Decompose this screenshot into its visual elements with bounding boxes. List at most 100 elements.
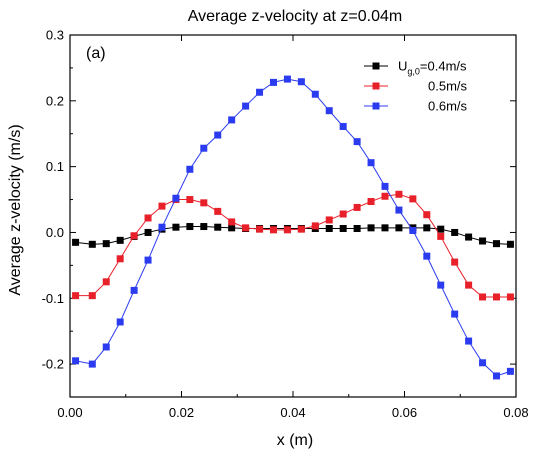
data-point [506, 367, 514, 375]
data-point [158, 223, 166, 231]
data-point [381, 192, 389, 200]
x-axis-label: x (m) [277, 432, 313, 449]
legend-label: Ug,0=0.4m/s [398, 59, 467, 77]
data-point [214, 207, 222, 215]
data-point [409, 195, 417, 203]
data-point [367, 159, 375, 167]
data-point [339, 225, 347, 233]
data-point [102, 278, 110, 286]
y-axis-label: Average z-velocity (m/s) [7, 124, 24, 295]
data-point [144, 228, 152, 236]
data-point [465, 281, 473, 289]
legend-label: 0.6m/s [428, 99, 468, 114]
data-point [88, 360, 96, 368]
data-point [479, 237, 487, 245]
data-point [242, 102, 250, 110]
x-tick-label: 0.08 [503, 405, 528, 420]
data-point [465, 337, 473, 345]
legend-label: 0.5m/s [428, 79, 468, 94]
data-point [228, 116, 236, 124]
y-tick-label: 0.3 [46, 28, 64, 43]
data-point [367, 198, 375, 206]
plot-area: 0.00 0.02 0.04 0.06 0.08 -0.2 -0.1 0.0 0.1 0.2 0.3… [42, 28, 529, 421]
data-point [200, 223, 208, 231]
data-point [297, 78, 305, 86]
data-point [88, 292, 96, 300]
data-point [353, 203, 361, 211]
data-point [311, 222, 319, 230]
data-point [172, 194, 180, 202]
data-point [381, 224, 389, 232]
y-tick-label: 0.0 [46, 225, 64, 240]
data-point [492, 240, 500, 248]
data-point [269, 226, 277, 234]
data-point [479, 293, 487, 301]
data-point [395, 190, 403, 198]
data-point [311, 90, 319, 98]
chart-title: Average z-velocity at z=0.04m [188, 8, 402, 25]
data-point [130, 232, 138, 240]
data-point [158, 202, 166, 210]
data-point [200, 199, 208, 207]
data-point [228, 218, 236, 226]
data-point [409, 226, 417, 234]
legend-marker [372, 62, 380, 70]
y-tick-label: 0.2 [46, 93, 64, 108]
data-point [116, 236, 124, 244]
x-tick-label: 0.02 [169, 405, 194, 420]
data-point [506, 293, 514, 301]
data-point [437, 225, 445, 233]
data-point [256, 225, 264, 233]
data-point [325, 225, 333, 233]
data-point [451, 258, 459, 266]
data-point [283, 75, 291, 83]
data-point [172, 223, 180, 231]
data-point [116, 318, 124, 326]
data-point [283, 226, 291, 234]
y-tick-label: -0.2 [42, 357, 64, 372]
data-point [479, 359, 487, 367]
x-tick-label: 0.00 [57, 405, 82, 420]
data-point [381, 182, 389, 190]
data-point [353, 138, 361, 146]
data-point [353, 225, 361, 233]
data-point [423, 252, 431, 260]
data-point [144, 256, 152, 264]
data-point [339, 210, 347, 218]
data-point [256, 88, 264, 96]
series-line [75, 193, 511, 298]
legend-marker [372, 102, 380, 110]
data-point [325, 216, 333, 224]
data-point [130, 286, 138, 294]
data-point [214, 131, 222, 139]
data-point [242, 224, 250, 232]
data-point [437, 232, 445, 240]
panel-label: (a) [86, 45, 106, 62]
data-point [228, 224, 236, 232]
data-point [451, 310, 459, 318]
data-point [423, 211, 431, 219]
data-point [492, 372, 500, 380]
y-tick-label: 0.1 [46, 159, 64, 174]
data-point [269, 78, 277, 86]
data-point [465, 233, 473, 241]
data-point [395, 224, 403, 232]
data-point [339, 122, 347, 130]
data-point [144, 214, 152, 222]
data-point [186, 165, 194, 173]
y-tick-label: -0.1 [42, 291, 64, 306]
legend-marker [372, 82, 380, 90]
data-point [186, 223, 194, 231]
data-point [200, 144, 208, 152]
data-point [423, 224, 431, 232]
data-point [297, 225, 305, 233]
data-point [214, 223, 222, 231]
series-line [75, 78, 511, 377]
data-point [186, 196, 194, 204]
data-point [72, 238, 80, 246]
x-tick-label: 0.04 [280, 405, 305, 420]
data-point [437, 281, 445, 289]
data-point [102, 343, 110, 351]
x-tick-label: 0.06 [392, 405, 417, 420]
